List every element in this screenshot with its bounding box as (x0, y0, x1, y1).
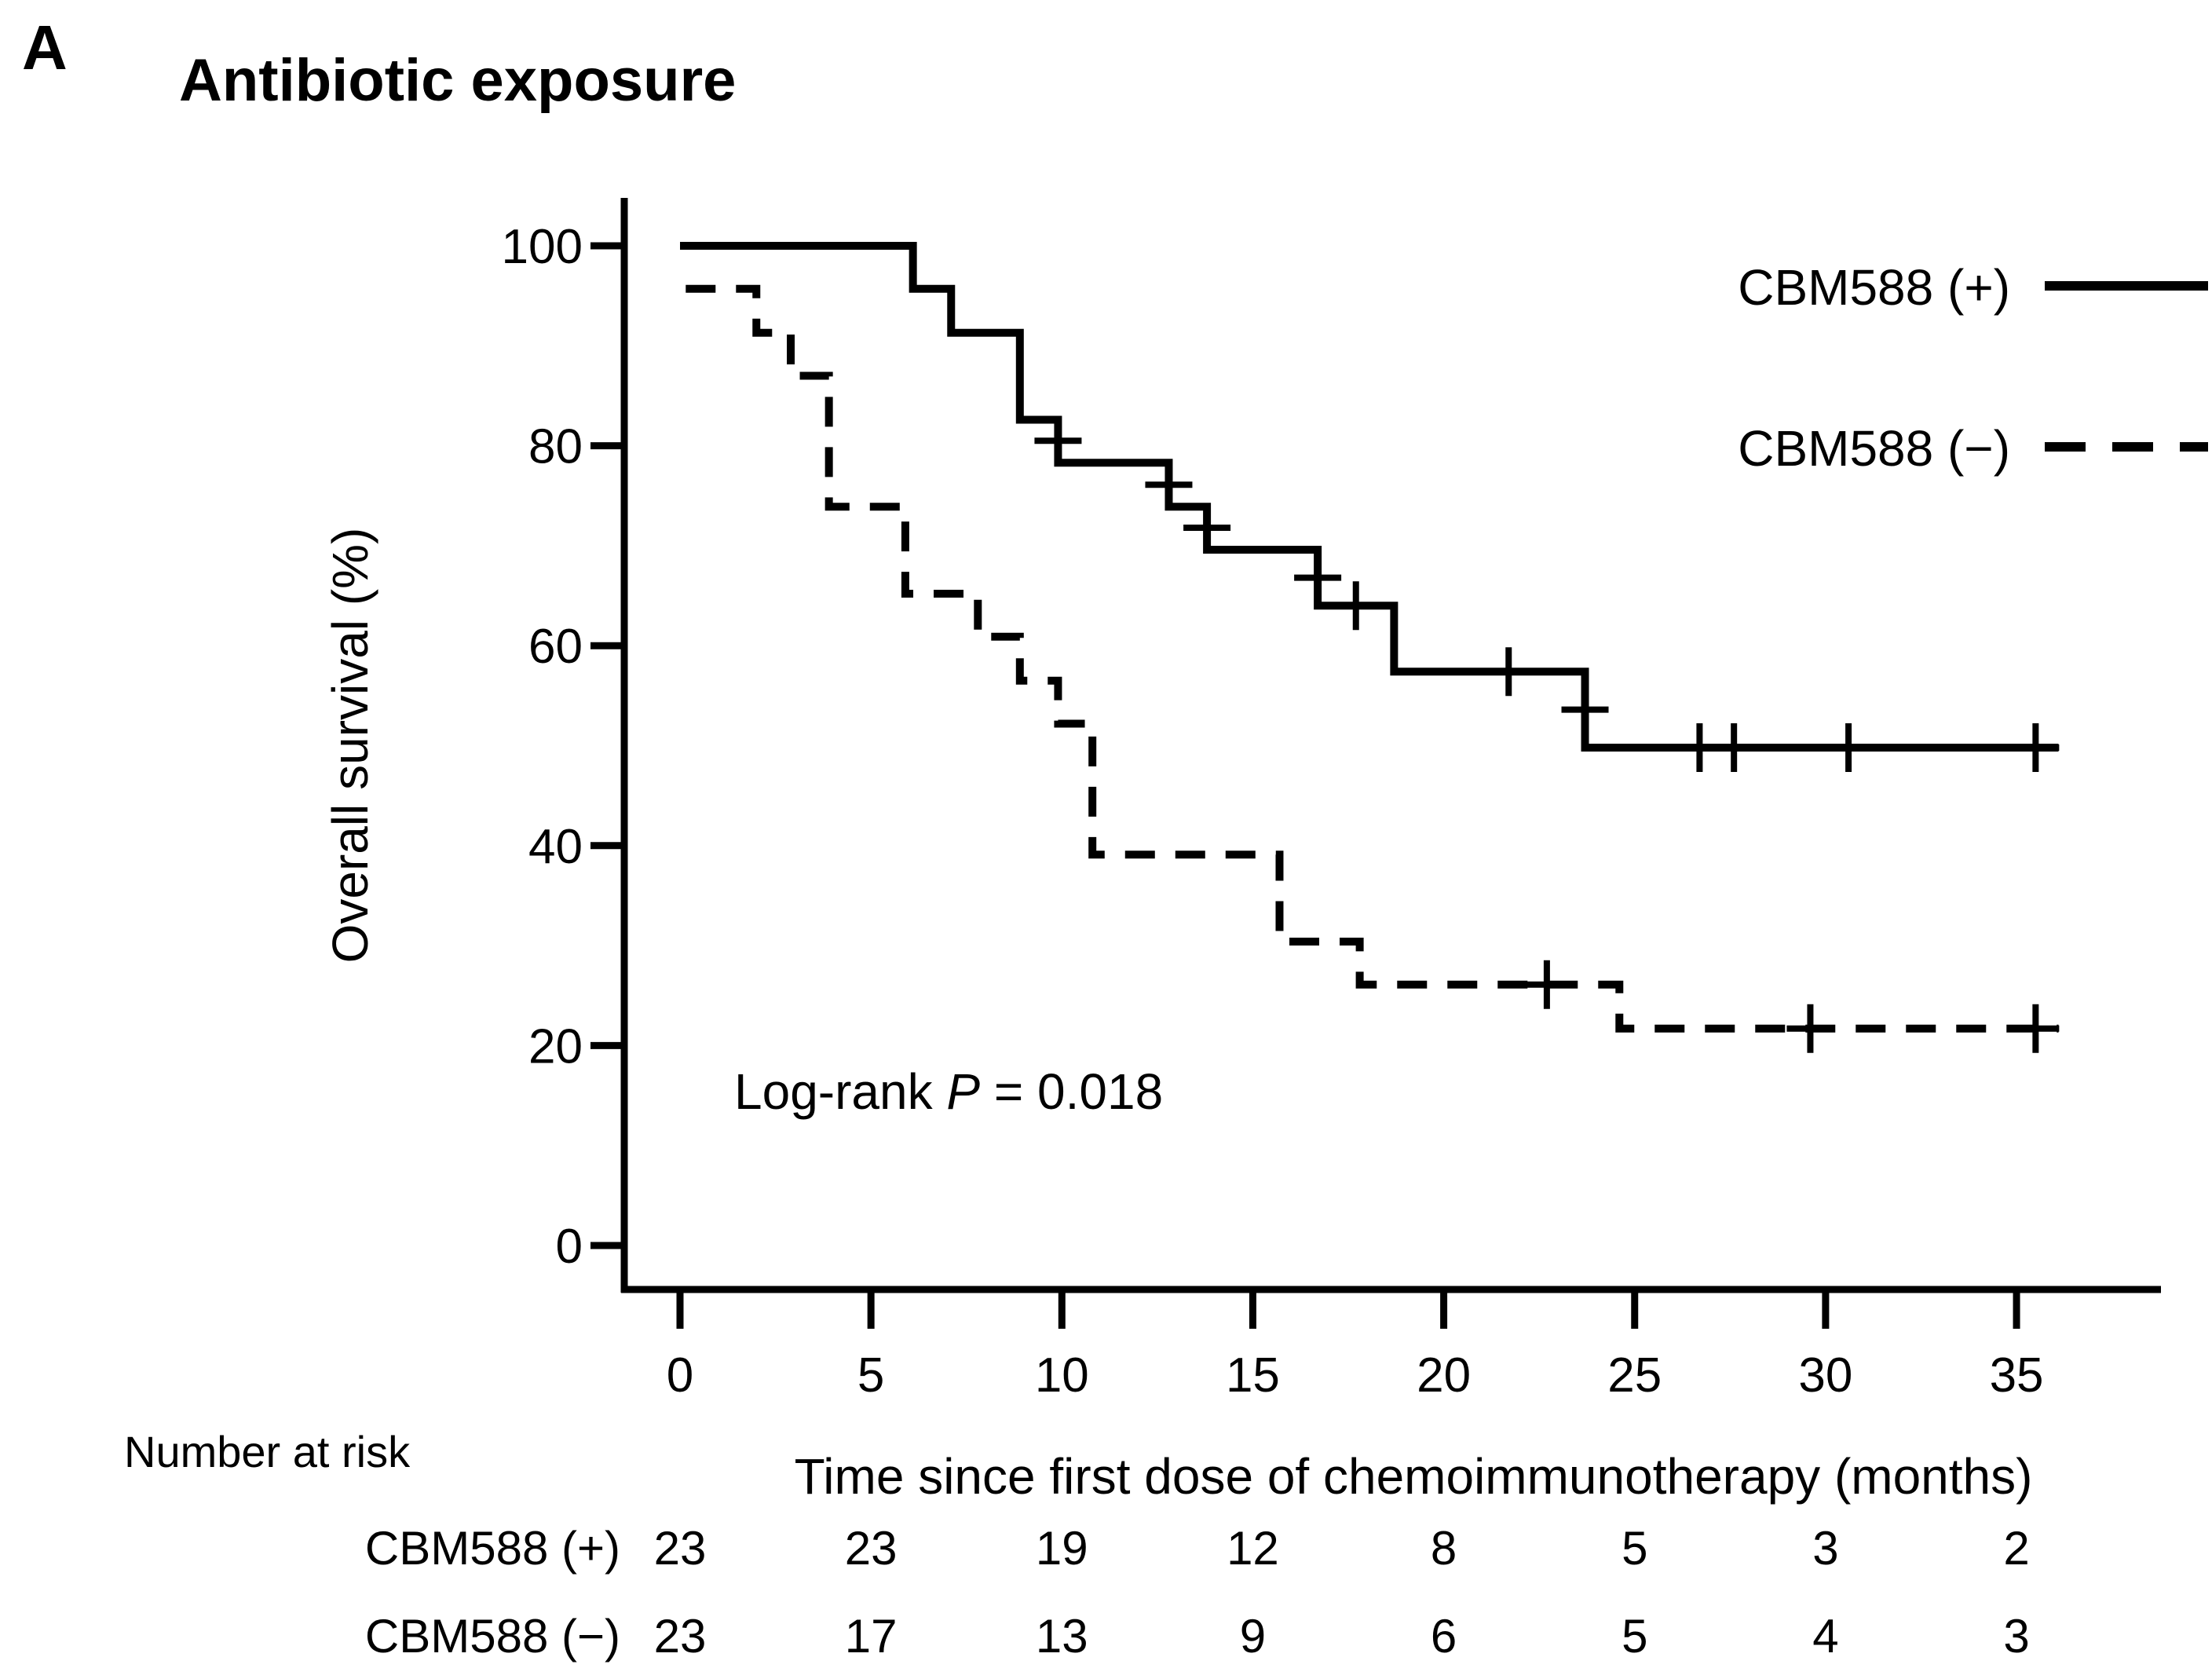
log-rank-prefix: Log-rank (734, 1063, 946, 1120)
y-tick-label: 20 (528, 1019, 583, 1074)
y-tick-label: 0 (556, 1220, 583, 1274)
x-tick-label: 30 (1798, 1348, 1852, 1403)
y-axis-ticks: 0 20 40 60 80 100 (502, 220, 624, 1274)
risk-value: 8 (1431, 1522, 1457, 1575)
risk-value: 2 (2003, 1522, 2029, 1575)
risk-row-label-minus: CBM588 (−) (365, 1610, 620, 1663)
x-tick-label: 20 (1417, 1348, 1471, 1403)
km-curve-dashed (686, 284, 2059, 1033)
y-axis-title: Overall survival (%) (322, 528, 378, 964)
legend-label-solid: CBM588 (+) (1738, 259, 2010, 316)
log-rank-value: = 0.018 (980, 1063, 1163, 1120)
log-rank-annotation: Log-rank P = 0.018 (734, 1063, 1163, 1120)
x-tick-label: 35 (1990, 1348, 2044, 1403)
number-at-risk-heading: Number at risk (124, 1427, 411, 1476)
km-curve-solid (680, 242, 2059, 752)
risk-row-values: 23 23 19 12 8 5 3 2 23 17 13 9 6 5 4 3 (654, 1522, 2030, 1663)
risk-value: 6 (1431, 1610, 1457, 1663)
x-tick-label: 5 (857, 1348, 884, 1403)
x-tick-label: 0 (667, 1348, 693, 1403)
log-rank-p-symbol: P (946, 1063, 980, 1120)
number-at-risk-table: Number at risk CBM588 (+) CBM588 (−) 23 2… (124, 1427, 2030, 1663)
risk-row-label-plus: CBM588 (+) (365, 1522, 620, 1575)
km-curves (680, 242, 2059, 1033)
axes (620, 198, 2161, 1293)
legend-label-dashed: CBM588 (−) (1738, 420, 2010, 477)
x-axis-title: Time since first dose of chemoimmunother… (795, 1448, 2033, 1505)
x-tick-label: 10 (1035, 1348, 1089, 1403)
risk-value: 5 (1622, 1610, 1647, 1663)
panel-label: A (22, 13, 68, 82)
y-tick-label: 100 (502, 220, 583, 274)
risk-value: 13 (1036, 1610, 1088, 1663)
risk-value: 17 (845, 1610, 898, 1663)
risk-value: 12 (1227, 1522, 1279, 1575)
risk-value: 5 (1622, 1522, 1647, 1575)
risk-value: 3 (2003, 1610, 2029, 1663)
censor-marks (1034, 416, 2060, 1053)
y-tick-label: 60 (528, 620, 583, 674)
y-tick-label: 40 (528, 820, 583, 874)
legend: CBM588 (+) CBM588 (−) (1738, 259, 2208, 477)
risk-value: 3 (1812, 1522, 1838, 1575)
chart-title: Antibiotic exposure (179, 47, 736, 114)
risk-value: 23 (845, 1522, 898, 1575)
risk-value: 19 (1036, 1522, 1088, 1575)
x-tick-label: 15 (1226, 1348, 1280, 1403)
y-tick-label: 80 (528, 420, 583, 474)
risk-value: 23 (654, 1610, 707, 1663)
risk-value: 9 (1240, 1610, 1266, 1663)
x-tick-label: 25 (1607, 1348, 1662, 1403)
x-axis-ticks: 0 5 10 15 20 25 30 35 (667, 1289, 2044, 1403)
risk-value: 23 (654, 1522, 707, 1575)
risk-value: 4 (1812, 1610, 1838, 1663)
